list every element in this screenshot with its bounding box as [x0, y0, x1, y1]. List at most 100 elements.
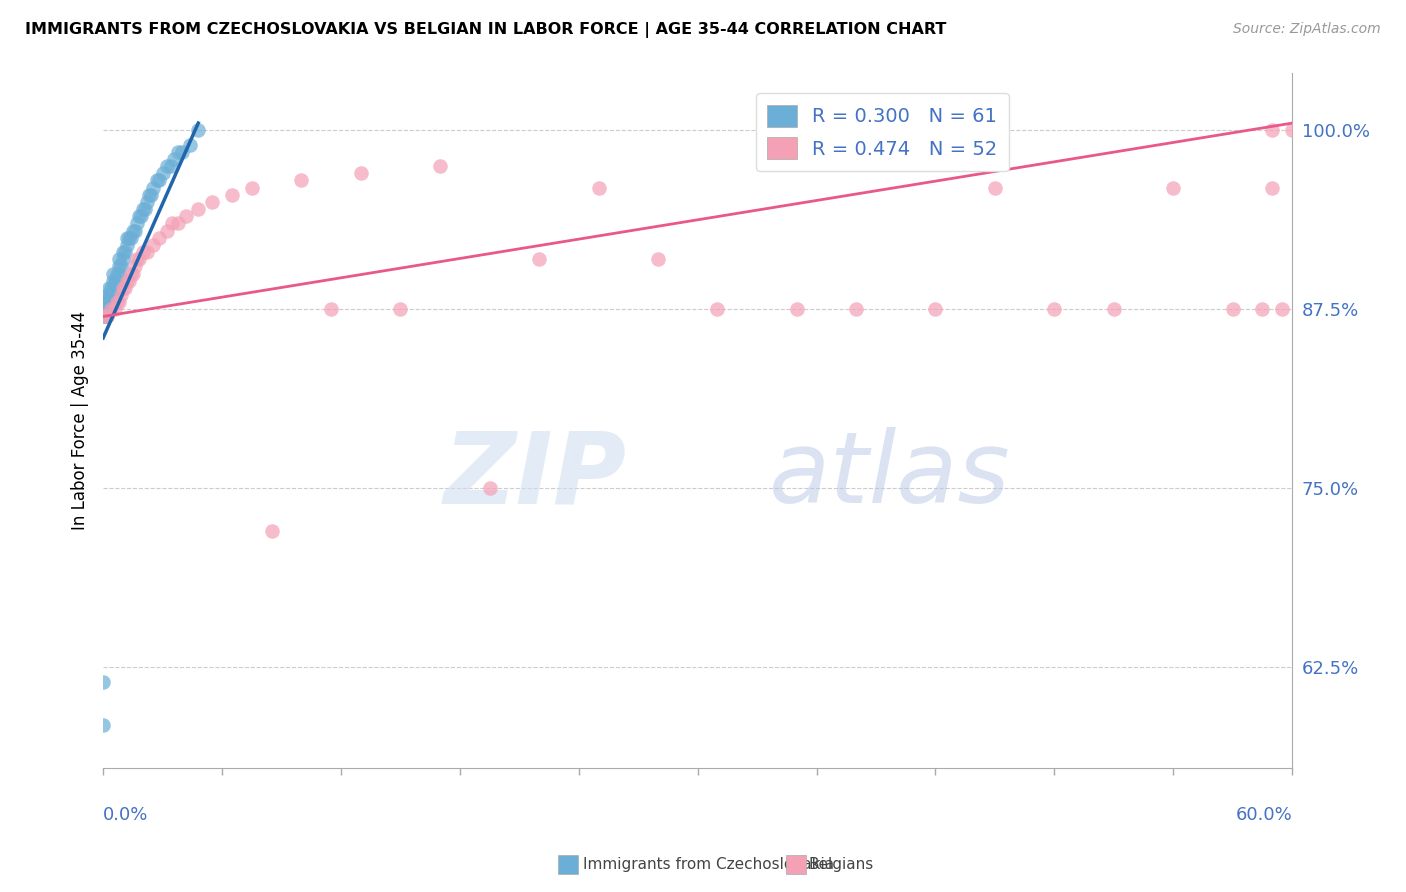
- Point: [108, 252, 131, 267]
- Point: [1161, 180, 1184, 194]
- Point: [155, 223, 177, 237]
- Point: [108, 267, 131, 281]
- Point: [91, 717, 114, 731]
- Point: [1102, 302, 1125, 317]
- Point: [111, 245, 134, 260]
- Point: [98, 288, 121, 302]
- Point: [167, 145, 190, 159]
- Point: [167, 216, 190, 230]
- Point: [104, 281, 127, 295]
- Point: [104, 302, 127, 317]
- Point: [96, 302, 118, 317]
- Point: [91, 302, 114, 317]
- Point: [96, 295, 118, 310]
- Point: [240, 180, 263, 194]
- Point: [201, 194, 224, 209]
- Point: [96, 288, 118, 302]
- Point: [100, 288, 122, 302]
- Point: [125, 252, 148, 267]
- Point: [105, 274, 128, 288]
- Text: atlas: atlas: [769, 427, 1011, 524]
- Point: [101, 267, 124, 281]
- Text: IMMIGRANTS FROM CZECHOSLOVAKIA VS BELGIAN IN LABOR FORCE | AGE 35-44 CORRELATION: IMMIGRANTS FROM CZECHOSLOVAKIA VS BELGIA…: [25, 22, 946, 38]
- Text: Immigrants from Czechoslovakia: Immigrants from Czechoslovakia: [583, 857, 835, 872]
- Point: [96, 310, 118, 324]
- Point: [1281, 123, 1303, 137]
- Point: [132, 202, 155, 216]
- Point: [128, 209, 150, 223]
- Point: [1043, 302, 1066, 317]
- Point: [138, 187, 160, 202]
- Point: [1251, 302, 1274, 317]
- Point: [118, 274, 141, 288]
- Point: [105, 267, 128, 281]
- Point: [120, 267, 142, 281]
- Point: [786, 302, 808, 317]
- Point: [1222, 302, 1244, 317]
- Point: [98, 295, 121, 310]
- Text: Source: ZipAtlas.com: Source: ZipAtlas.com: [1233, 22, 1381, 37]
- Point: [115, 238, 138, 252]
- Point: [128, 252, 150, 267]
- Point: [100, 281, 122, 295]
- Point: [142, 180, 165, 194]
- Point: [121, 223, 143, 237]
- Point: [114, 281, 136, 295]
- Point: [98, 302, 121, 317]
- Text: ZIP: ZIP: [443, 427, 626, 524]
- Point: [155, 159, 177, 173]
- Point: [924, 302, 946, 317]
- Point: [1261, 123, 1284, 137]
- Point: [91, 674, 114, 689]
- Point: [163, 152, 186, 166]
- Point: [105, 295, 128, 310]
- Point: [142, 238, 165, 252]
- Point: [91, 310, 114, 324]
- Point: [647, 252, 669, 267]
- Point: [124, 223, 146, 237]
- Point: [176, 209, 198, 223]
- Point: [115, 230, 138, 244]
- Point: [118, 230, 141, 244]
- Point: [179, 137, 201, 152]
- Point: [1271, 302, 1294, 317]
- Point: [172, 145, 194, 159]
- Point: [588, 180, 610, 194]
- Point: [94, 310, 117, 324]
- Point: [984, 180, 1007, 194]
- Point: [135, 194, 157, 209]
- Point: [94, 302, 117, 317]
- Point: [187, 123, 209, 137]
- Point: [187, 202, 209, 216]
- Point: [91, 295, 114, 310]
- Point: [706, 302, 728, 317]
- Point: [527, 252, 550, 267]
- Point: [1261, 180, 1284, 194]
- Text: 0.0%: 0.0%: [103, 805, 149, 824]
- Point: [98, 302, 121, 317]
- Point: [132, 245, 155, 260]
- Y-axis label: In Labor Force | Age 35-44: In Labor Force | Age 35-44: [72, 310, 89, 530]
- Point: [91, 310, 114, 324]
- Point: [148, 173, 170, 187]
- Point: [389, 302, 412, 317]
- Point: [319, 302, 342, 317]
- Point: [159, 159, 181, 173]
- Legend: R = 0.300   N = 61, R = 0.474   N = 52: R = 0.300 N = 61, R = 0.474 N = 52: [755, 93, 1010, 171]
- Point: [845, 302, 868, 317]
- Point: [100, 295, 122, 310]
- Point: [98, 295, 121, 310]
- Point: [162, 216, 184, 230]
- Point: [478, 482, 501, 496]
- Point: [134, 202, 156, 216]
- Point: [148, 230, 170, 244]
- Point: [110, 260, 132, 274]
- Point: [221, 187, 243, 202]
- Point: [121, 267, 143, 281]
- Point: [101, 288, 124, 302]
- Point: [129, 209, 152, 223]
- Point: [96, 310, 118, 324]
- Point: [135, 245, 157, 260]
- Point: [96, 302, 118, 317]
- Point: [110, 288, 132, 302]
